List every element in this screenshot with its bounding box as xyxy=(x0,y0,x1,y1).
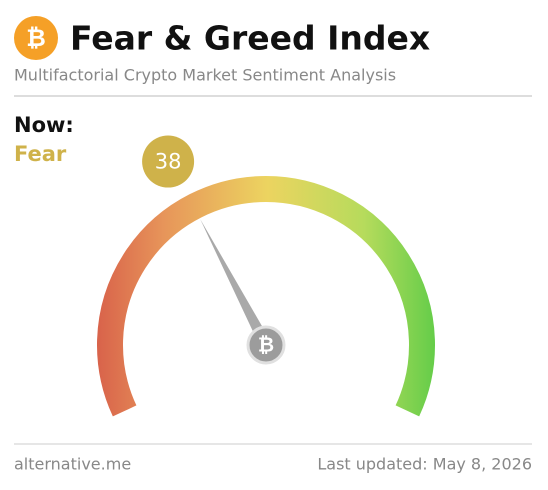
title: Fear & Greed Index xyxy=(70,19,430,58)
needle-hub xyxy=(246,325,286,365)
source: alternative.me xyxy=(14,455,131,474)
logo xyxy=(14,16,58,60)
value-badge xyxy=(142,135,195,188)
gauge-arc xyxy=(97,176,435,417)
hub-symbol: ₿ xyxy=(258,333,274,357)
logo-symbol: ₿ xyxy=(26,24,46,52)
subtitle: Multifactorial Crypto Market Sentiment A… xyxy=(14,66,396,85)
updated: Last updated: May 8, 2026 xyxy=(317,455,532,474)
now-label: Now: xyxy=(14,113,74,137)
value-label: 38 xyxy=(155,150,182,174)
gauge: ₿ 38 xyxy=(97,135,435,417)
needle xyxy=(200,219,272,348)
status-label: Fear xyxy=(14,142,67,166)
